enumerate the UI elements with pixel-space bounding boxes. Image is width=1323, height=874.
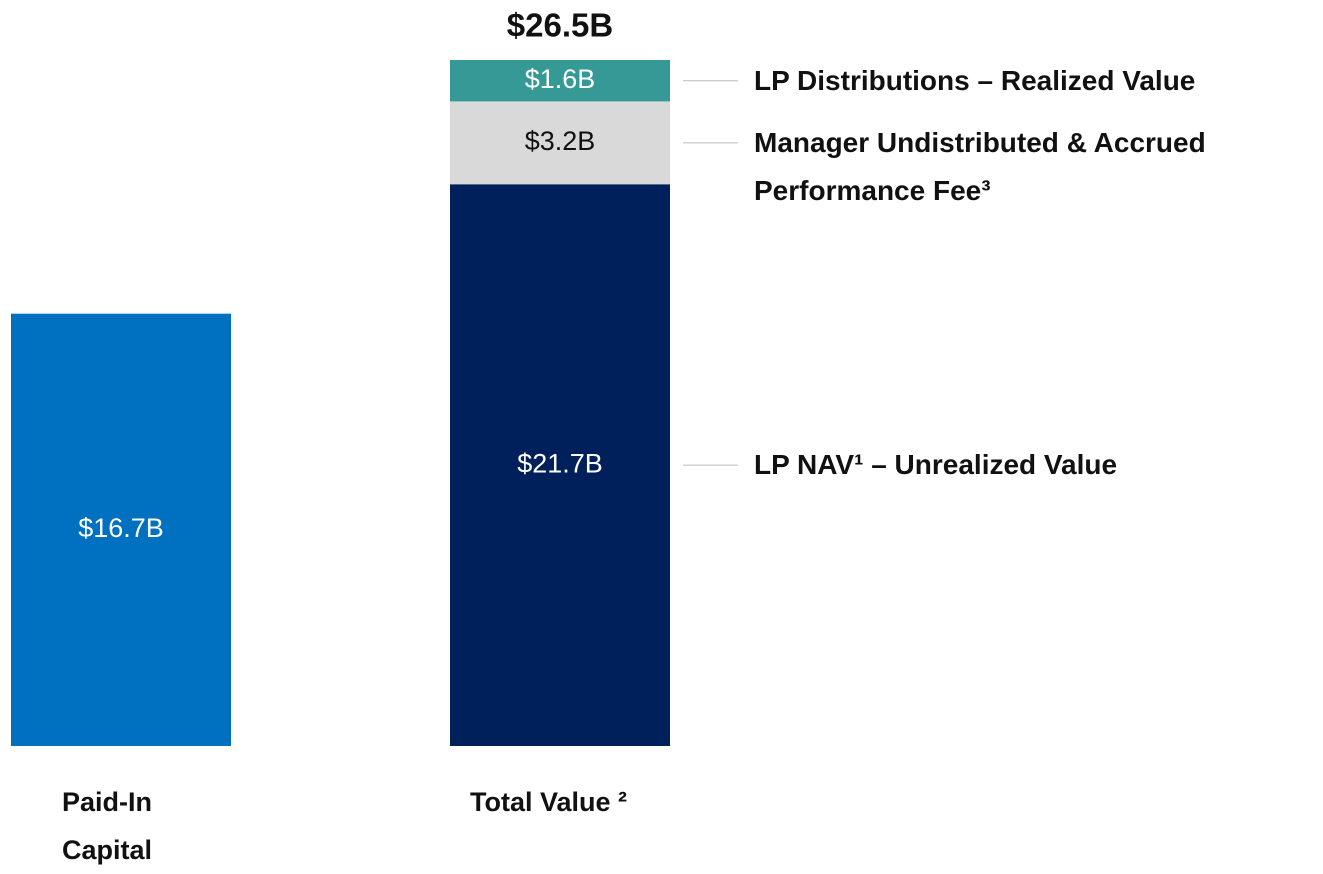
- total-label: $26.5B: [507, 7, 613, 44]
- value-label: $3.2B: [525, 126, 596, 156]
- legend-label: LP Distributions – Realized Value: [754, 64, 1196, 96]
- bar: [11, 313, 231, 746]
- category-label: Paid-In Capital: [62, 787, 153, 865]
- bar-segment: [450, 60, 670, 102]
- legend-label: Manager Undistributed & Accrued Performa…: [754, 126, 1206, 206]
- legend-label: LP NAV¹ – Unrealized Value: [754, 449, 1118, 481]
- value-label: $21.7B: [517, 448, 603, 478]
- bar-segment: [450, 184, 670, 747]
- value-label: $1.6B: [525, 64, 596, 94]
- category-label: Total Value ²: [470, 787, 628, 817]
- bar-segment: [450, 101, 670, 185]
- value-label: $16.7B: [78, 513, 164, 543]
